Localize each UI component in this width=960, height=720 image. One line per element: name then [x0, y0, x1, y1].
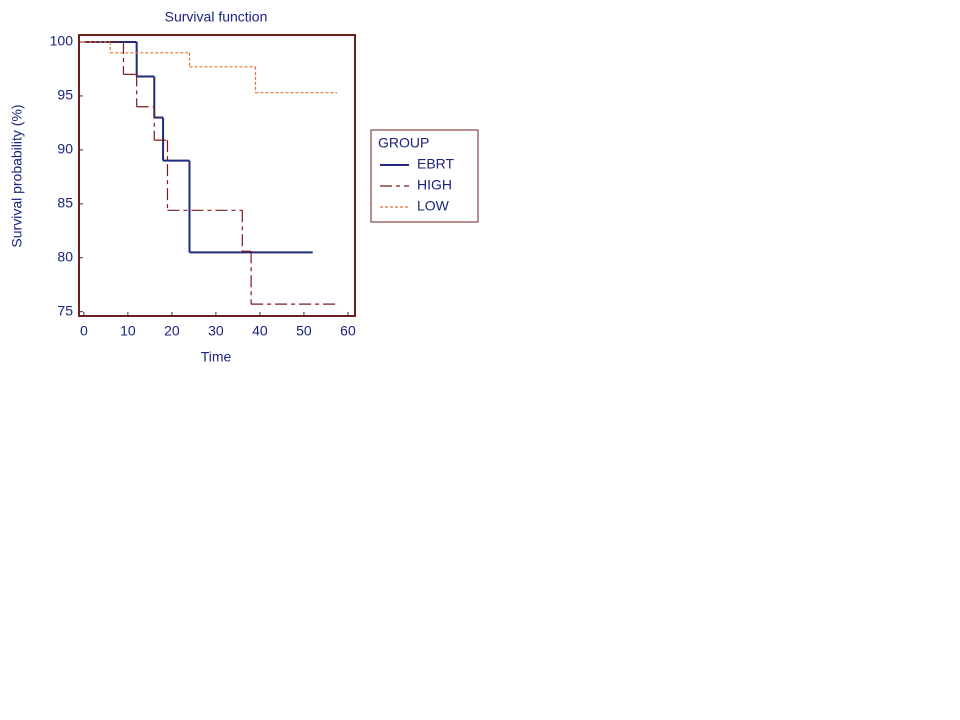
x-axis-label: Time: [201, 349, 232, 365]
y-tick-label: 95: [57, 87, 73, 103]
legend-label: HIGH: [417, 177, 452, 193]
y-tick-label: 85: [57, 195, 73, 211]
y-tick-label: 100: [50, 33, 74, 49]
x-tick-label: 0: [80, 323, 88, 339]
x-tick-label: 40: [252, 323, 268, 339]
x-tick-label: 50: [296, 323, 312, 339]
x-tick-label: 10: [120, 323, 136, 339]
x-tick-label: 30: [208, 323, 224, 339]
legend-title: GROUP: [378, 135, 429, 151]
y-tick-label: 75: [57, 302, 73, 318]
legend-label: EBRT: [417, 156, 455, 172]
y-axis-label: Survival probability (%): [9, 104, 25, 247]
legend-label: LOW: [417, 198, 450, 214]
plot-frame: [78, 34, 356, 317]
x-tick-label: 20: [164, 323, 180, 339]
x-tick-label: 60: [340, 323, 356, 339]
chart-title: Survival function: [165, 9, 268, 25]
y-tick-label: 80: [57, 248, 73, 264]
y-tick-label: 90: [57, 141, 73, 157]
legend-box: [370, 129, 479, 223]
